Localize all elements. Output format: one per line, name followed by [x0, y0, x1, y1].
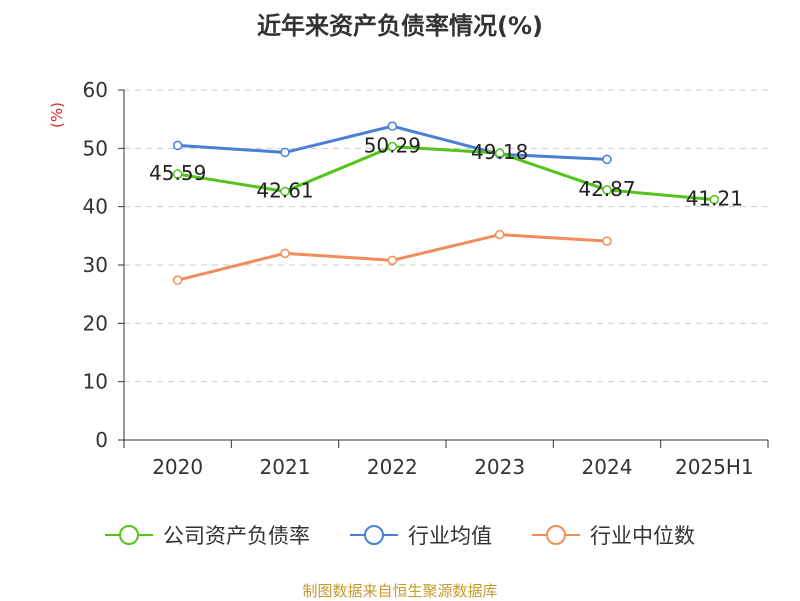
data-point	[709, 194, 720, 205]
y-tick-label: 60	[83, 78, 108, 102]
data-label: 42.61	[256, 178, 313, 202]
data-point	[602, 236, 612, 246]
data-label: 49.18	[471, 140, 528, 164]
y-tick-label: 40	[83, 195, 108, 219]
legend-item: 行业均值	[350, 520, 492, 550]
legend-marker	[532, 525, 580, 545]
data-point	[387, 121, 398, 131]
x-tick-label: 2022	[367, 455, 418, 479]
y-tick-label: 50	[83, 136, 108, 160]
legend-label: 行业中位数	[590, 524, 695, 548]
x-tick-label: 2025H1	[675, 455, 754, 479]
data-point	[172, 140, 183, 151]
legend-marker	[105, 525, 153, 545]
legend-marker	[350, 525, 398, 545]
data-point	[387, 255, 398, 266]
x-tick-label: 2024	[582, 455, 633, 479]
y-tick-label: 0	[95, 428, 108, 452]
source-footer: 制图数据来自恒生聚源数据库	[302, 582, 498, 600]
y-tick-label: 10	[83, 370, 108, 394]
legend-item: 公司资产负债率	[105, 520, 310, 550]
x-tick-label: 2021	[260, 455, 311, 479]
data-point	[280, 248, 290, 259]
data-label: 50.29	[364, 134, 421, 158]
series-line	[177, 145, 715, 202]
data-point	[172, 275, 183, 285]
x-tick-label: 2020	[152, 455, 203, 479]
data-point	[602, 154, 612, 165]
data-point	[172, 169, 183, 179]
y-tick-label: 30	[83, 253, 108, 277]
data-point	[602, 185, 612, 195]
data-point	[280, 147, 290, 158]
data-point	[494, 229, 505, 240]
x-tick-label: 2023	[474, 455, 525, 479]
legend: 公司资产负债率 行业均值 行业中位数	[0, 520, 800, 550]
data-point	[494, 148, 505, 158]
legend-label: 公司资产负债率	[163, 524, 310, 548]
data-label: 41.21	[686, 187, 743, 211]
data-label: 42.87	[578, 177, 635, 201]
legend-item: 行业中位数	[532, 520, 695, 550]
y-tick-label: 20	[83, 311, 108, 335]
data-label: 45.59	[149, 161, 206, 185]
legend-label: 行业均值	[408, 524, 492, 548]
data-point	[387, 141, 398, 152]
data-point	[280, 186, 290, 197]
chart-title: 近年来资产负债率情况(%)	[257, 12, 543, 40]
